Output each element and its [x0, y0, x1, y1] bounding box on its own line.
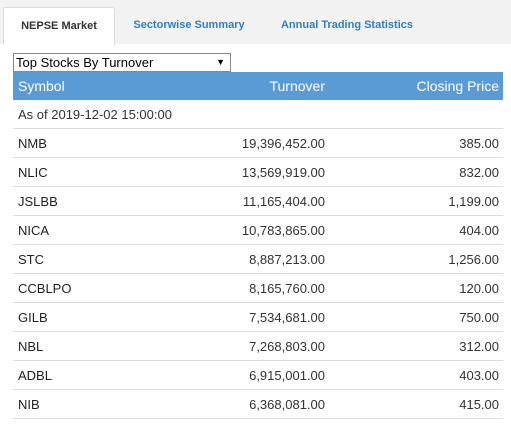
tab-bar: NEPSE Market Sectorwise Summary Annual T…: [0, 0, 511, 45]
turnover-cell: 6,368,081.00: [249, 397, 325, 412]
turnover-cell: 7,534,681.00: [249, 310, 325, 325]
symbol-cell: GILB: [18, 310, 48, 325]
column-header-closing-price: Closing Price: [416, 78, 499, 94]
closing-price-cell: 415.00: [459, 397, 499, 412]
closing-price-cell: 1,199.00: [448, 194, 499, 209]
column-header-symbol: Symbol: [18, 78, 65, 94]
symbol-cell: ADBL: [18, 368, 52, 383]
table-row: NICA 10,783,865.00 404.00: [13, 216, 503, 245]
symbol-cell: NBL: [18, 339, 44, 354]
top-stocks-table: Symbol Turnover Closing Price As of 2019…: [13, 72, 503, 419]
table-row: NIB 6,368,081.00 415.00: [13, 390, 503, 419]
table-row: CCBLPO 8,165,760.00 120.00: [13, 274, 503, 303]
closing-price-cell: 750.00: [459, 310, 499, 325]
table-row: NMB 19,396,452.00 385.00: [13, 129, 503, 158]
symbol-cell: NLIC: [18, 165, 48, 180]
table-row: NLIC 13,569,919.00 832.00: [13, 158, 503, 187]
closing-price-cell: 832.00: [459, 165, 499, 180]
closing-price-cell: 120.00: [459, 281, 499, 296]
table-body: NMB 19,396,452.00 385.00 NLIC 13,569,919.00 8…: [13, 129, 503, 419]
symbol-cell: STC: [18, 252, 44, 267]
tab-annual-trading-statistics[interactable]: Annual Trading Statistics: [280, 19, 414, 31]
symbol-cell: NMB: [18, 136, 47, 151]
table-row: JSLBB 11,165,404.00 1,199.00: [13, 187, 503, 216]
table-row: GILB 7,534,681.00 750.00: [13, 303, 503, 332]
symbol-cell: NICA: [18, 223, 50, 238]
as-of-timestamp: As of 2019-12-02 15:00:00: [13, 100, 503, 129]
select-value: Top Stocks By Turnover: [16, 55, 154, 70]
turnover-cell: 11,165,404.00: [242, 194, 325, 209]
turnover-cell: 6,915,001.00: [249, 368, 325, 383]
turnover-cell: 19,396,452.00: [241, 136, 325, 151]
tab-sectorwise-summary[interactable]: Sectorwise Summary: [133, 19, 245, 31]
turnover-cell: 10,783,865.00: [241, 223, 325, 238]
tab-nepse-market[interactable]: NEPSE Market: [3, 7, 115, 45]
closing-price-cell: 403.00: [459, 368, 499, 383]
turnover-cell: 8,887,213.00: [249, 252, 325, 267]
closing-price-cell: 404.00: [459, 223, 499, 238]
symbol-cell: JSLBB: [18, 194, 58, 209]
table-header: Symbol Turnover Closing Price: [13, 72, 503, 100]
column-header-turnover: Turnover: [269, 78, 325, 94]
closing-price-cell: 1,256.00: [448, 252, 499, 267]
table-row: STC 8,887,213.00 1,256.00: [13, 245, 503, 274]
symbol-cell: NIB: [18, 397, 40, 412]
turnover-cell: 8,165,760.00: [249, 281, 325, 296]
turnover-cell: 7,268,803.00: [249, 339, 325, 354]
closing-price-cell: 312.00: [459, 339, 499, 354]
table-row: NBL 7,268,803.00 312.00: [13, 332, 503, 361]
symbol-cell: CCBLPO: [18, 281, 72, 296]
table-row: ADBL 6,915,001.00 403.00: [13, 361, 503, 390]
closing-price-cell: 385.00: [459, 136, 499, 151]
stock-category-select[interactable]: Top Stocks By Turnover ▼: [13, 53, 231, 72]
turnover-cell: 13,569,919.00: [241, 165, 325, 180]
caret-down-icon: ▼: [216, 57, 225, 67]
